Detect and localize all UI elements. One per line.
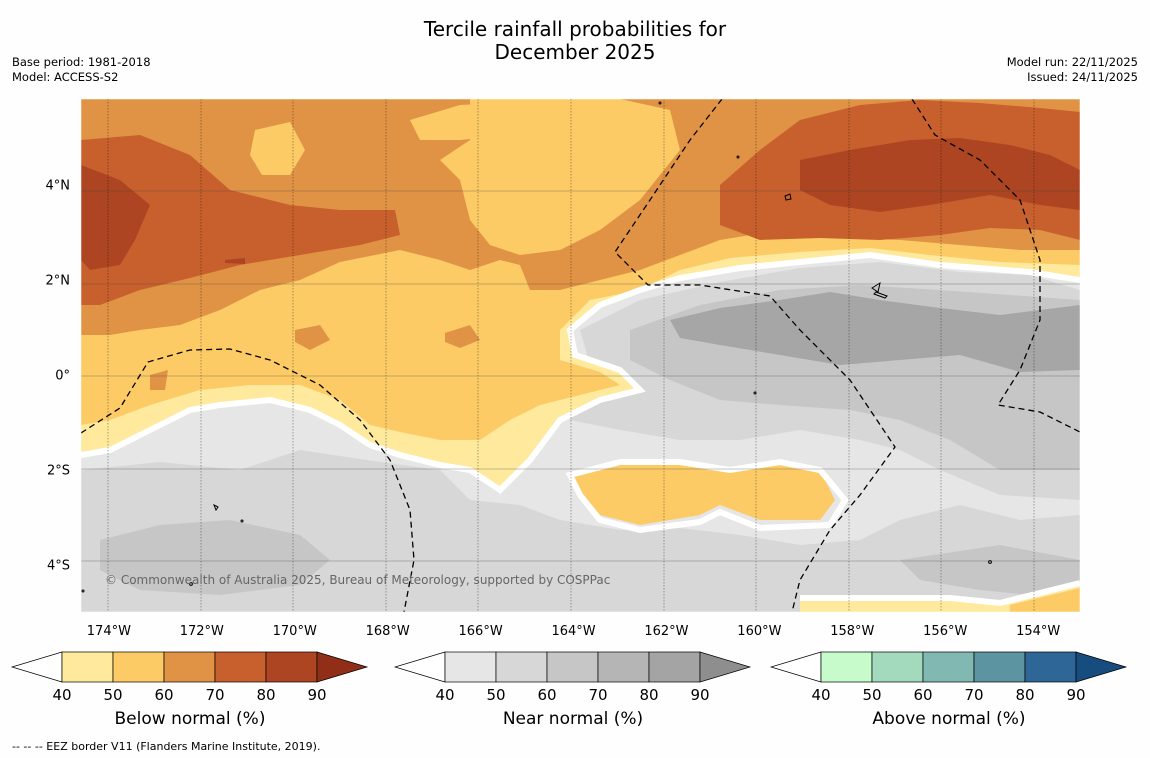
colorbar-tick-label: 90 (1066, 686, 1085, 704)
colorbar-extend-high (316, 651, 369, 683)
meta-left: Base period: 1981-2018 Model: ACCESS-S2 (12, 55, 151, 85)
title-line-2: December 2025 (494, 40, 656, 64)
colorbar-swatch (1024, 651, 1077, 683)
model-name: Model: ACCESS-S2 (12, 70, 119, 84)
lat-label: 2°N (46, 274, 71, 289)
lon-label: 166°W (459, 624, 503, 639)
tercile-boundary-contour (81, 251, 1080, 494)
colorbar-swatch (871, 651, 924, 683)
colorbar-swatch (214, 651, 267, 683)
colorbar-swatch (922, 651, 975, 683)
colorbar-near: 40 50 60 70 80 90 (393, 651, 752, 704)
colorbar-tick-label: 60 (537, 686, 556, 704)
colorbar-swatch (495, 651, 548, 683)
colorbar-swatch (61, 651, 114, 683)
parallel-lines (81, 190, 1080, 562)
tercile-boundary-south-edge (800, 580, 1080, 607)
below-normal-80-east (800, 138, 1080, 212)
colorbar-tick-label: 90 (690, 686, 709, 704)
colorbar-tick-label: 40 (811, 686, 830, 704)
lat-label: 2°S (47, 464, 70, 479)
map-title: Tercile rainfall probabilities for Decem… (0, 18, 1150, 64)
near-normal-50-south (81, 450, 1080, 612)
colorbar-swatch (163, 651, 216, 683)
map-fields: © Commonwealth of Australia 2025, Bureau… (81, 99, 1080, 612)
lon-label: 172°W (180, 624, 224, 639)
colorbar-below: 40 50 60 70 80 90 (10, 651, 369, 704)
colorbar-swatch (648, 651, 701, 683)
below-normal-50-south-corner (1010, 588, 1080, 612)
colorbar-swatch (265, 651, 318, 683)
near-normal-70-core (670, 292, 1080, 372)
colorbars: 40 50 60 70 80 90 40 50 60 70 80 90 40 50 60 70 80 90 (10, 651, 1128, 704)
colorbar-tick-label: 80 (639, 686, 658, 704)
below-normal-50-south-patch (570, 462, 835, 525)
longitude-tick-labels: 174°W 172°W 170°W 168°W 166°W 164°W 162°W 160°W… (87, 624, 1061, 639)
lon-label: 170°W (273, 624, 317, 639)
below-normal-70-west (81, 135, 400, 305)
below-normal-50-island-west (250, 122, 305, 175)
latitude-tick-labels: 4°N 2°N 0° 2°S 4°S (46, 179, 71, 574)
colorbar-above: 40 50 60 70 80 90 (769, 651, 1128, 704)
colorbar-swatch (546, 651, 599, 683)
lat-label: 4°S (47, 559, 70, 574)
colorbar-extend-low (10, 651, 63, 683)
model-run: Model run: 22/11/2025 (1006, 55, 1138, 69)
below-normal-60-patch-1 (295, 325, 330, 350)
below-normal-60-patch-3 (150, 370, 168, 390)
colorbar-tick-label: 80 (1015, 686, 1034, 704)
colorbar-label-below: Below normal (%) (114, 709, 266, 729)
colorbar-tick-label: 80 (256, 686, 275, 704)
lon-label: 164°W (551, 624, 595, 639)
near-normal-60-southeast (900, 545, 1080, 600)
colorbar-tick-label: 70 (205, 686, 224, 704)
colorbar-extend-low (769, 651, 822, 683)
colorbar-swatch (112, 651, 165, 683)
lon-label: 158°W (830, 624, 874, 639)
colorbar-tick-label: 40 (435, 686, 454, 704)
eez-borders (81, 99, 1080, 612)
colorbar-tick-label: 60 (913, 686, 932, 704)
colorbar-tick-label: 70 (588, 686, 607, 704)
colorbar-tick-label: 50 (862, 686, 881, 704)
colorbar-extend-high (699, 651, 752, 683)
colorbar-label-near: Near normal (%) (502, 709, 644, 729)
colorbar-extend-high (1075, 651, 1128, 683)
lon-label: 168°W (366, 624, 410, 639)
copyright-notice: © Commonwealth of Australia 2025, Bureau… (105, 573, 610, 587)
issued-date: Issued: 24/11/2025 (1027, 70, 1138, 84)
colorbar-tick-label: 50 (486, 686, 505, 704)
below-normal-60-patch-2 (445, 325, 480, 348)
below-normal-50-tongue (440, 99, 680, 255)
colorbar-tick-label: 40 (52, 686, 71, 704)
islands (81, 101, 992, 593)
title-line-1: Tercile rainfall probabilities for (423, 17, 727, 41)
colorbar-swatch (597, 651, 650, 683)
below-normal-80-fleck (225, 258, 245, 264)
lon-label: 174°W (87, 624, 131, 639)
lat-label: 4°N (46, 179, 71, 194)
colorbar-tick-label: 70 (964, 686, 983, 704)
lon-label: 162°W (644, 624, 688, 639)
colorbar-tick-label: 50 (103, 686, 122, 704)
tercile-boundary-south-patch (565, 458, 849, 534)
meta-right: Model run: 22/11/2025 Issued: 24/11/2025 (1007, 55, 1138, 85)
colorbar-extend-low (393, 651, 446, 683)
meridian-lines (107, 99, 1035, 612)
colorbar-tick-label: 90 (307, 686, 326, 704)
base-period: Base period: 1981-2018 (12, 55, 151, 69)
lat-label: 0° (55, 369, 70, 384)
eez-footnote: -- -- -- EEZ border V11 (Flanders Marine… (12, 740, 321, 753)
colorbar-swatch (444, 651, 497, 683)
lon-label: 154°W (1016, 624, 1060, 639)
lon-label: 160°W (737, 624, 781, 639)
colorbar-swatch (973, 651, 1026, 683)
colorbar-swatch (820, 651, 873, 683)
lon-label: 156°W (923, 624, 967, 639)
map-frame (80, 98, 1081, 613)
near-normal-60-southwest (100, 520, 330, 595)
colorbar-label-above: Above normal (%) (872, 709, 1026, 729)
colorbar-tick-label: 60 (154, 686, 173, 704)
